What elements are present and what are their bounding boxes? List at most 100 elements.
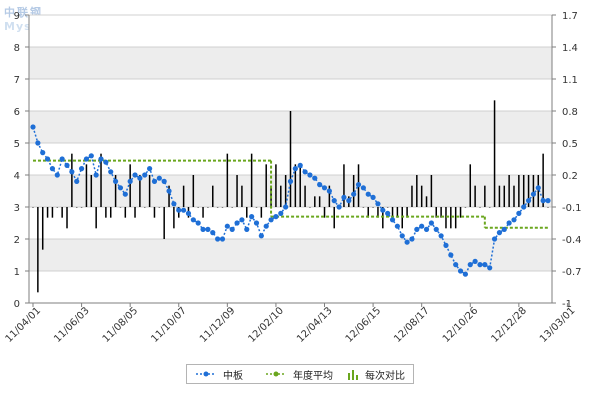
y2-tick-label: 0.8 xyxy=(562,107,578,118)
y2-tick-label: -0.4 xyxy=(562,235,582,246)
x-tick-label: 11/06/03 xyxy=(52,305,92,345)
series-point-zhongban xyxy=(535,185,541,191)
grid-band xyxy=(29,239,552,271)
comparison-bar xyxy=(513,185,515,207)
legend-label-bars: 每次对比 xyxy=(365,370,405,382)
series-point-zhongban xyxy=(521,204,527,210)
legend-item-series0: 中板 xyxy=(195,367,243,382)
comparison-bar xyxy=(391,207,394,218)
series-point-zhongban xyxy=(501,226,507,232)
comparison-bar xyxy=(139,175,141,207)
comparison-bar xyxy=(46,207,49,218)
series-point-zhongban xyxy=(545,198,551,204)
series-point-zhongban xyxy=(278,210,284,216)
comparison-bar xyxy=(265,164,267,207)
series-point-zhongban xyxy=(380,207,386,213)
series-point-zhongban xyxy=(516,210,522,216)
legend: 中板 年度平均 每次对比 xyxy=(186,364,414,384)
y-tick-label: 6 xyxy=(14,107,20,118)
series-point-zhongban xyxy=(224,223,230,229)
legend-label-series0: 中板 xyxy=(223,370,243,382)
series-point-zhongban xyxy=(181,207,187,213)
series-point-zhongban xyxy=(35,140,41,146)
comparison-bar xyxy=(192,175,195,207)
comparison-bar xyxy=(212,185,214,207)
comparison-bar xyxy=(294,164,297,207)
comparison-bar xyxy=(241,185,243,207)
series-point-zhongban xyxy=(467,262,473,268)
comparison-bar xyxy=(314,196,316,207)
comparison-bar xyxy=(105,207,107,218)
y-tick-label: 8 xyxy=(14,43,20,54)
comparison-bar xyxy=(114,175,117,207)
series-point-zhongban xyxy=(268,217,274,223)
series-point-zhongban xyxy=(321,185,328,191)
series-point-zhongban xyxy=(414,226,420,232)
comparison-bar xyxy=(435,207,438,218)
x-tick-label: 11/04/01 xyxy=(4,305,44,345)
series-point-zhongban xyxy=(195,220,201,226)
series-point-zhongban xyxy=(433,226,439,232)
series-point-zhongban xyxy=(147,166,153,172)
series-point-zhongban xyxy=(59,156,65,162)
series-point-zhongban xyxy=(210,230,216,236)
series-point-zhongban xyxy=(117,185,124,191)
series-point-zhongban xyxy=(385,210,391,216)
series-point-zhongban xyxy=(457,268,464,274)
comparison-bar xyxy=(318,196,321,207)
comparison-bar xyxy=(61,207,63,218)
series-point-zhongban xyxy=(229,226,235,232)
y-tick-label: 5 xyxy=(14,139,20,150)
series-point-zhongban xyxy=(64,162,70,168)
series-point-zhongban xyxy=(462,271,469,277)
series-point-zhongban xyxy=(487,265,493,271)
comparison-bar xyxy=(226,153,229,207)
comparison-bar xyxy=(367,207,369,218)
y2-tick-label: 0.2 xyxy=(562,171,578,182)
series-point-zhongban xyxy=(219,236,226,242)
series-point-zhongban xyxy=(326,188,332,194)
comparison-bar xyxy=(309,207,311,208)
comparison-bar xyxy=(464,207,467,208)
comparison-bar xyxy=(333,207,335,229)
comparison-bar xyxy=(304,185,306,207)
comparison-bar xyxy=(275,164,277,207)
y-tick-label: 4 xyxy=(14,171,20,182)
series-point-zhongban xyxy=(302,169,308,175)
grid-band xyxy=(29,207,552,239)
grid-band xyxy=(29,79,552,111)
comparison-bar xyxy=(231,207,233,208)
comparison-bar xyxy=(532,175,535,207)
series-point-zhongban xyxy=(78,166,85,172)
y2-tick-label: 0.5 xyxy=(562,139,578,150)
series-point-zhongban xyxy=(394,223,400,229)
comparison-bar xyxy=(362,207,365,208)
series-point-zhongban xyxy=(423,226,430,232)
series-point-zhongban xyxy=(317,182,323,188)
comparison-bar xyxy=(236,175,238,207)
series-point-zhongban xyxy=(389,217,396,223)
series-point-zhongban xyxy=(54,172,60,178)
comparison-bar xyxy=(406,207,408,218)
series-point-zhongban xyxy=(83,156,90,162)
x-tick-label: 12/02/10 xyxy=(247,305,287,345)
comparison-bar xyxy=(352,175,355,207)
series-point-zhongban xyxy=(331,198,337,204)
comparison-bar xyxy=(32,207,34,208)
comparison-bar xyxy=(163,207,165,239)
comparison-bar xyxy=(182,185,185,207)
comparison-bar xyxy=(75,207,78,208)
legend-item-bars: 每次对比 xyxy=(347,367,405,382)
series-point-zhongban xyxy=(98,156,104,162)
series-point-zhongban xyxy=(44,156,51,162)
comparison-bar xyxy=(323,207,326,218)
comparison-bar xyxy=(488,207,491,208)
comparison-bar xyxy=(260,207,263,218)
comparison-bar xyxy=(430,175,433,207)
comparison-bar xyxy=(386,207,389,208)
series-point-zhongban xyxy=(399,233,405,239)
series-point-zhongban xyxy=(263,223,269,229)
x-tick-label: 12/08/17 xyxy=(392,305,432,345)
comparison-bar xyxy=(71,153,73,207)
comparison-bar xyxy=(508,175,510,207)
